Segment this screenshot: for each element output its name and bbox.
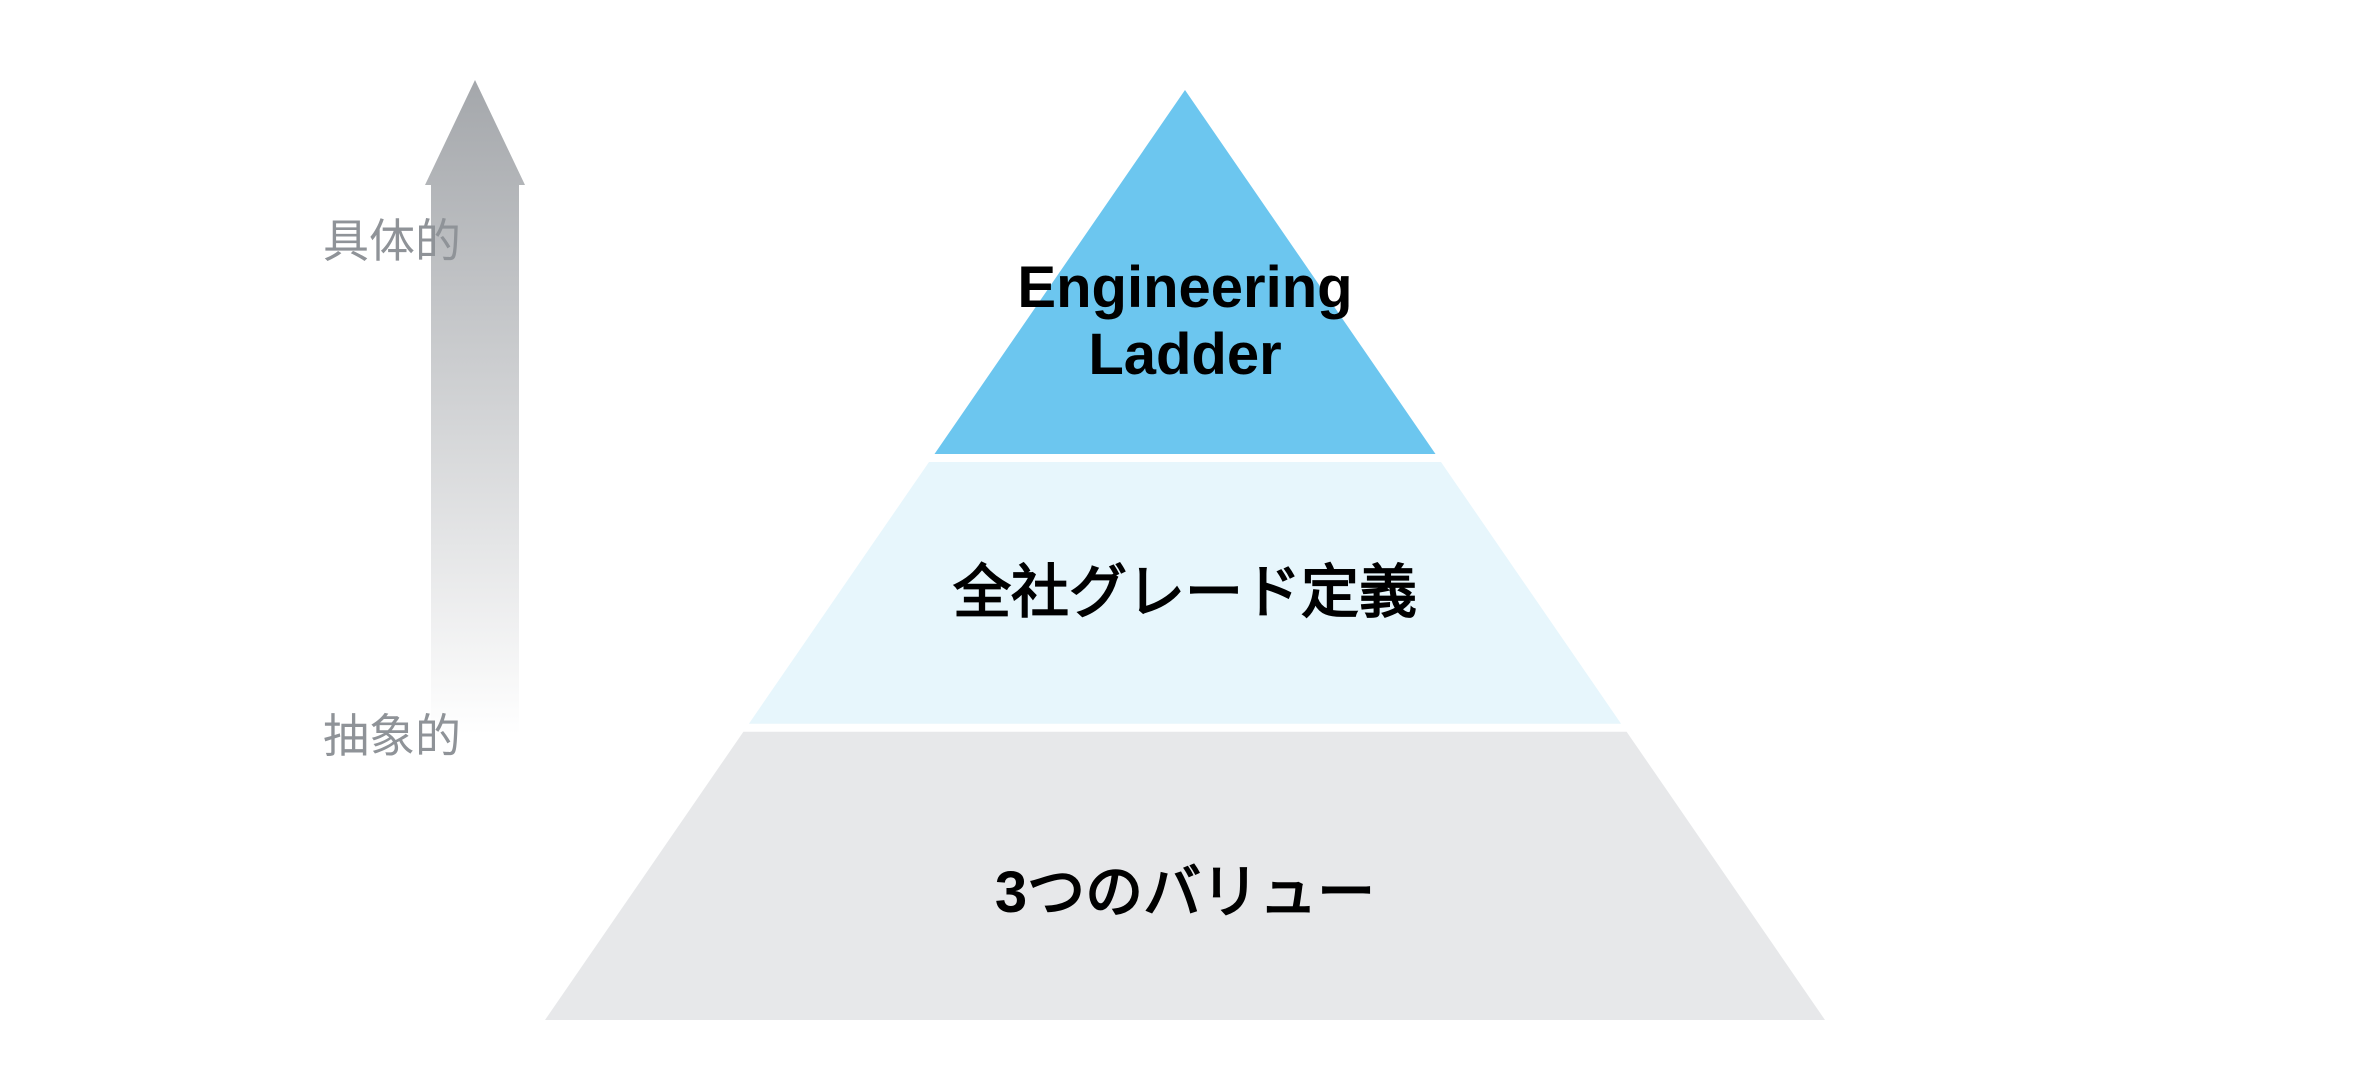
- axis-top-label: 具体的: [242, 205, 542, 271]
- diagram-stage: Engineering Ladder 全社グレード定義 3つのバリュー 具体的 …: [0, 0, 2370, 1092]
- pyramid-level-top-label: Engineering Ladder: [785, 255, 1585, 388]
- axis-bottom-label: 抽象的: [242, 700, 542, 766]
- diagram-svg: [0, 0, 2370, 1092]
- axis-arrow: [425, 80, 525, 735]
- pyramid-level-middle-label: 全社グレード定義: [785, 560, 1585, 627]
- pyramid-level-bottom-label: 3つのバリュー: [785, 860, 1585, 927]
